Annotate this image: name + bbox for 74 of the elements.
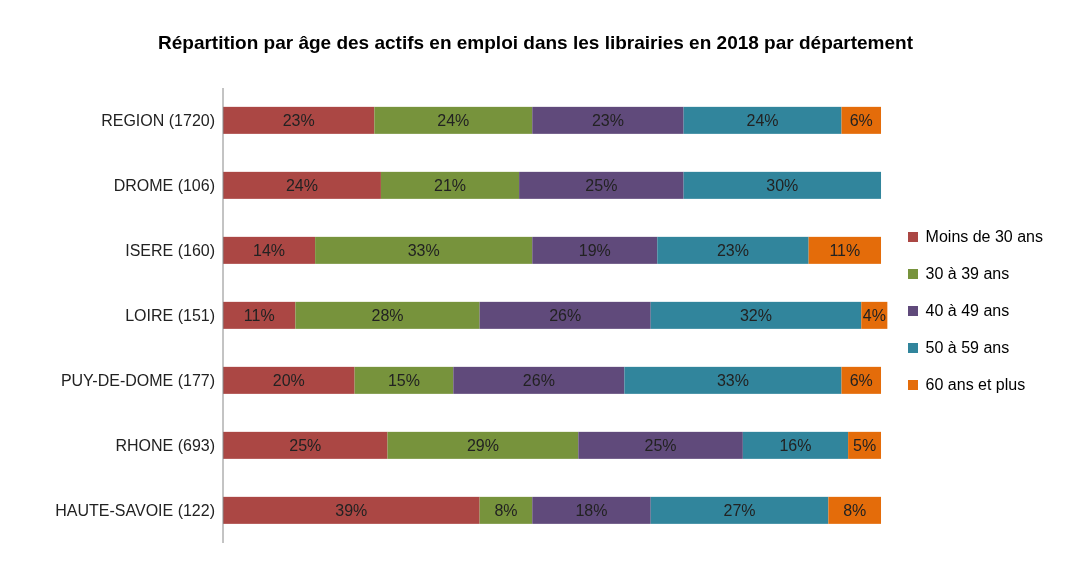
data-label: 33%: [716, 371, 749, 389]
bar: [380, 171, 520, 199]
bar: [683, 106, 842, 134]
data-label: 6%: [849, 371, 873, 389]
y-tick-label: DROME (106): [113, 177, 215, 195]
data-label: 24%: [285, 176, 318, 194]
data-label: 11%: [243, 306, 275, 324]
y-tick-label: ISERE (160): [125, 242, 215, 260]
bar: [453, 366, 625, 394]
data-label: 18%: [575, 501, 608, 519]
data-label: 28%: [371, 306, 404, 324]
data-label: 16%: [779, 436, 812, 454]
data-label: 33%: [407, 241, 440, 259]
data-label: 25%: [585, 176, 618, 194]
y-tick-label: HAUTE-SAVOIE (122): [55, 502, 215, 520]
bar: [223, 431, 388, 459]
y-tick-label: REGION (1720): [101, 112, 215, 130]
bar: [808, 236, 882, 264]
legend-label: 60 ans et plus: [925, 375, 1026, 394]
y-tick-label: RHONE (693): [115, 437, 215, 455]
bar: [532, 106, 684, 134]
bar: [374, 106, 533, 134]
y-tick-label: PUY-DE-DOME (177): [60, 372, 215, 390]
bar: [578, 431, 743, 459]
data-label: 11%: [829, 241, 861, 259]
data-label: 6%: [849, 111, 873, 129]
legend-label: 40 à 49 ans: [925, 301, 1010, 320]
chart-title: Répartition par âge des actifs en emploi dans les librairies en 2018 par département: [157, 31, 914, 55]
data-label: 23%: [716, 241, 749, 259]
legend-label: Moins de 30 ans: [925, 227, 1043, 246]
legend-label: 30 à 39 ans: [925, 264, 1010, 283]
y-tick-label: LOIRE (151): [125, 307, 215, 325]
bar: [223, 236, 316, 264]
bar: [295, 301, 480, 329]
legend-label: 50 à 59 ans: [925, 338, 1010, 357]
data-label: 24%: [437, 111, 470, 129]
bar: [479, 301, 651, 329]
bar: [387, 431, 579, 459]
data-label: 25%: [289, 436, 322, 454]
bar: [624, 366, 842, 394]
data-label: 14%: [253, 241, 286, 259]
data-label: 24%: [746, 111, 779, 129]
data-label: 4%: [862, 306, 886, 324]
data-label: 21%: [434, 176, 467, 194]
data-label: 15%: [387, 371, 420, 389]
bar: [650, 496, 829, 524]
bar: [223, 106, 375, 134]
bar: [683, 171, 882, 199]
data-label: 30%: [766, 176, 799, 194]
bar: [315, 236, 533, 264]
bar: [519, 171, 684, 199]
data-label: 26%: [549, 306, 582, 324]
data-label: 25%: [644, 436, 677, 454]
data-label: 27%: [723, 501, 756, 519]
data-label: 23%: [282, 111, 315, 129]
bar: [223, 171, 381, 199]
data-label: 29%: [466, 436, 499, 454]
bar: [532, 236, 658, 264]
bar: [742, 431, 849, 459]
data-label: 39%: [335, 501, 368, 519]
data-label: 32%: [739, 306, 773, 324]
data-label: 26%: [522, 371, 555, 389]
data-label: 8%: [843, 501, 867, 519]
bar: [532, 496, 651, 524]
bar: [354, 366, 454, 394]
data-label: 5%: [853, 436, 877, 454]
bar: [223, 366, 355, 394]
data-label: 23%: [591, 111, 624, 129]
data-label: 19%: [578, 241, 611, 259]
data-label: 8%: [494, 501, 518, 519]
bar: [223, 496, 480, 524]
bar: [657, 236, 809, 264]
data-label: 20%: [272, 371, 305, 389]
bar: [650, 301, 862, 329]
